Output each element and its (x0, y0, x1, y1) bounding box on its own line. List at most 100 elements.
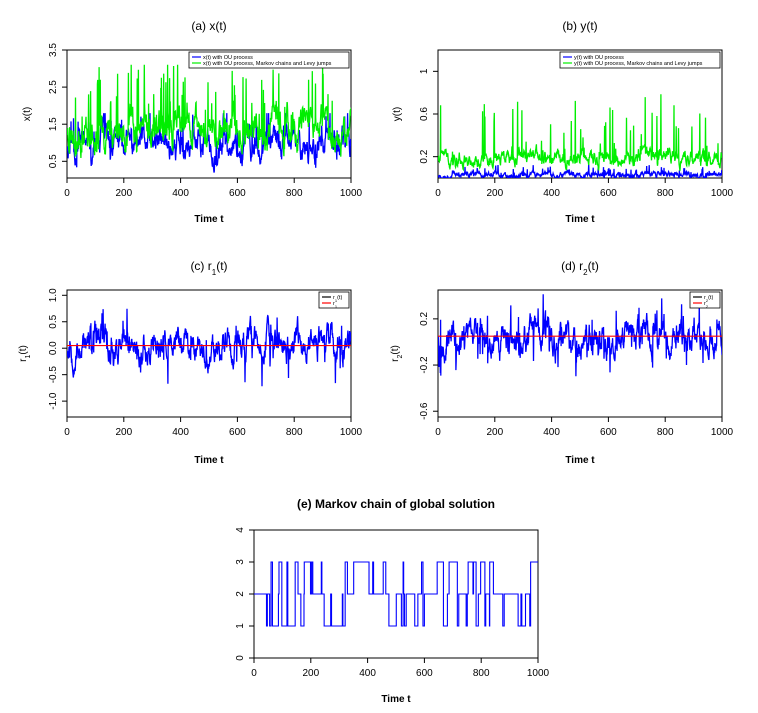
chart-title: (e) Markov chain of global solution (297, 497, 495, 511)
x-tick-label: 800 (286, 188, 303, 199)
plot-area (438, 294, 722, 377)
legend-label: r1(t) (333, 295, 342, 303)
chart-title: (a) x(t) (191, 19, 226, 33)
y-tick-label: 0 (235, 655, 246, 661)
series-blue-line (438, 294, 722, 377)
x-tick-label: 0 (435, 427, 441, 438)
x-tick-label: 0 (64, 188, 70, 199)
x-tick-label: 800 (286, 427, 303, 438)
x-tick-label: 400 (172, 427, 189, 438)
y-tick-label: 0.0 (48, 341, 59, 355)
y-axis-label: r1(t) (18, 345, 32, 362)
y-tick-label: 3 (235, 559, 246, 565)
x-axis-label: Time t (194, 455, 224, 466)
x-tick-label: 600 (600, 427, 617, 438)
x-tick-label: 0 (251, 668, 257, 679)
x-tick-label: 0 (64, 427, 70, 438)
chart-title: (b) y(t) (562, 19, 597, 33)
y-tick-label: 0.5 (48, 314, 59, 328)
x-tick-label: 200 (302, 668, 319, 679)
series-blue-line (438, 164, 722, 178)
y-tick-label: 0.2 (419, 149, 430, 163)
chart-title-subscript: 1 (212, 268, 217, 277)
x-tick-label: 1000 (340, 427, 363, 438)
y-tick-label: 1.0 (48, 288, 59, 302)
legend-label-tail: (t) (708, 295, 713, 301)
chart-title-tail: (t) (216, 259, 227, 273)
legend-label-tail: (t) (337, 295, 342, 301)
y-tick-label: -1.0 (48, 392, 59, 410)
legend-label-subscript: 1 (335, 298, 338, 303)
legend-label: x(t) with OU process (203, 55, 253, 61)
x-tick-label: 1000 (711, 427, 734, 438)
legend-box (559, 51, 721, 69)
y-axis-label-subscript: 2 (397, 355, 404, 359)
x-axis-label: Time t (194, 214, 224, 225)
legend: r2(t)r2 (689, 291, 721, 309)
x-tick-label: 200 (115, 188, 132, 199)
series-green-line (438, 94, 722, 172)
legend-label: y(t) with OU process, Markov chains and … (574, 61, 703, 67)
plot-area (67, 308, 351, 387)
x-tick-label: 600 (416, 668, 433, 679)
series-markov-chain (254, 561, 538, 627)
y-axis-label: y(t) (392, 107, 403, 121)
legend-label-subscript: 1 (335, 304, 338, 309)
x-tick-label: 800 (657, 427, 674, 438)
y-tick-label: -0.6 (419, 402, 430, 420)
legend-label: y(t) with OU process (574, 55, 624, 61)
legend-box (318, 291, 350, 309)
x-tick-label: 400 (359, 668, 376, 679)
x-tick-label: 1000 (527, 668, 550, 679)
legend: r1(t)r1 (318, 291, 350, 309)
legend-label: r1 (333, 301, 338, 309)
series-blue-line (67, 308, 351, 387)
x-tick-label: 200 (115, 427, 132, 438)
x-tick-label: 1000 (340, 188, 363, 199)
chart-title: (d) r2(t) (561, 259, 599, 277)
series-green-line (67, 64, 351, 159)
x-tick-label: 800 (657, 188, 674, 199)
y-axis-label: r2(t) (390, 345, 404, 362)
y-tick-label: 2 (235, 591, 246, 597)
panel-d: (d) r2(t) 0 200 400 600 800 1000 -0.6 -0.2 0.2 Tim… (390, 259, 734, 466)
x-tick-label: 400 (543, 188, 560, 199)
y-tick-label: 2.5 (48, 80, 59, 94)
chart-title-subscript: 2 (583, 268, 588, 277)
x-tick-label: 1000 (711, 188, 734, 199)
y-tick-label: 0.2 (419, 311, 430, 325)
x-tick-label: 400 (172, 188, 189, 199)
y-tick-label: 3.5 (48, 43, 59, 57)
x-tick-label: 0 (435, 188, 441, 199)
panel-c: (c) r1(t) 0 200 400 600 800 1000 -1.0 -0.5 0.0 0.5… (18, 259, 363, 466)
x-tick-label: 200 (486, 427, 503, 438)
y-tick-label: 0.5 (48, 154, 59, 168)
plot-area (67, 64, 351, 173)
y-axis-label-tail: (t) (390, 345, 401, 354)
y-tick-label: 0.6 (419, 107, 430, 121)
y-axis-label-tail: (t) (18, 345, 29, 354)
x-tick-label: 200 (486, 188, 503, 199)
y-axis-label-subscript: 1 (25, 355, 32, 359)
x-tick-label: 600 (229, 427, 246, 438)
chart-title: (c) r1(t) (190, 259, 227, 277)
legend-label: x(t) with OU process, Markov chains and … (203, 61, 332, 67)
panel-e: (e) Markov chain of global solution 0 200 4… (235, 497, 550, 705)
y-tick-label: 1.5 (48, 117, 59, 131)
legend-label-subscript: 2 (706, 298, 709, 303)
x-tick-label: 600 (229, 188, 246, 199)
legend-label-subscript: 2 (706, 304, 709, 309)
x-tick-label: 600 (600, 188, 617, 199)
y-tick-label: 1 (419, 68, 430, 74)
x-tick-label: 400 (543, 427, 560, 438)
x-axis-label: Time t (565, 455, 595, 466)
plot-area (254, 561, 538, 627)
legend-label: r2(t) (704, 295, 713, 303)
plot-area (438, 94, 722, 178)
y-axis-label: x(t) (22, 107, 33, 121)
x-tick-label: 800 (473, 668, 490, 679)
legend-box (689, 291, 721, 309)
